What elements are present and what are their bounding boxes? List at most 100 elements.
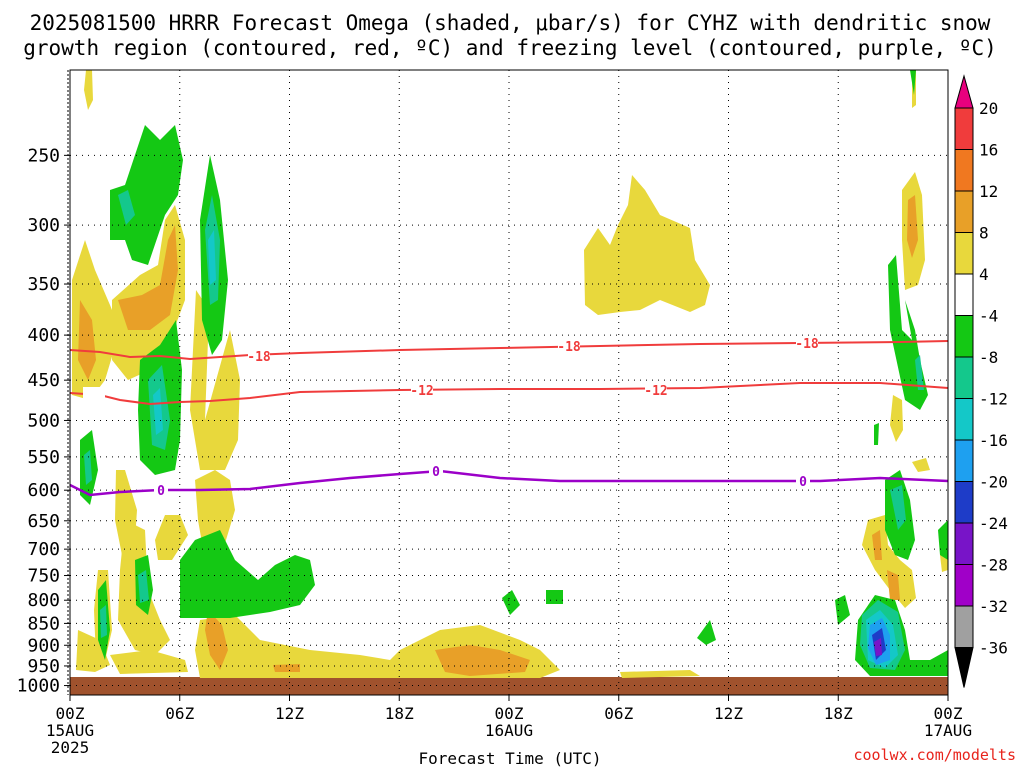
omega-area-moderate-negative <box>890 485 906 530</box>
contour-label: -18 <box>795 337 819 352</box>
omega-area-negative <box>697 620 716 645</box>
colorbar-label: -4 <box>979 307 998 326</box>
credit-text: coolwx.com/modelts <box>853 746 1016 764</box>
x-tick-date-label: 16AUG <box>485 721 533 740</box>
omega-area-moderate-negative <box>100 605 107 638</box>
omega-area-negative <box>910 70 916 95</box>
colorbar-label: 4 <box>979 265 989 284</box>
omega-area-strong-negative <box>153 388 163 435</box>
colorbar-segment <box>954 439 974 482</box>
omega-area-positive <box>584 175 710 315</box>
y-tick-label: 350 <box>27 274 60 295</box>
contour-label-bg <box>796 474 810 488</box>
omega-area-negative <box>938 520 948 560</box>
omega-area-extreme-negative <box>874 638 882 656</box>
y-tick-label: 400 <box>27 325 60 346</box>
y-tick-label: 300 <box>27 215 60 236</box>
omega-area-positive <box>912 458 930 472</box>
x-tick-label: 00Z <box>934 704 963 723</box>
y-tick-label: 650 <box>27 511 60 532</box>
contour-label: -12 <box>644 384 667 399</box>
x-tick-label: 06Z <box>604 704 633 723</box>
colorbar-label: -28 <box>979 556 1008 575</box>
colorbar-label: -36 <box>979 639 1008 658</box>
omega-area-moderate-negative <box>915 355 924 390</box>
colorbar-segment <box>954 522 974 565</box>
x-tick-label: 00Z <box>495 704 524 723</box>
contour-label-bg <box>558 339 580 353</box>
x-axis-label: Forecast Time (UTC) <box>418 749 601 768</box>
colorbar-bottom-arrow <box>954 647 974 688</box>
colorbar-segment <box>954 481 974 524</box>
y-tick-label: 600 <box>27 480 60 501</box>
omega-area-negative <box>546 590 563 604</box>
x-tick-date-label: 15AUG <box>46 721 94 740</box>
colorbar-segment <box>954 273 974 316</box>
chart-title-line-1: 2025081500 HRRR Forecast Omega (shaded, … <box>30 11 991 35</box>
contour-label-bg <box>154 483 168 497</box>
colorbar-label: -24 <box>979 514 1008 533</box>
chart-title-line-2: growth region (contoured, red, ºC) and f… <box>23 36 997 60</box>
x-tick-label: 00Z <box>56 704 85 723</box>
colorbar-label: -16 <box>979 431 1008 450</box>
colorbar-segment <box>954 149 974 192</box>
contour-minus-12 <box>69 382 949 406</box>
contour-freezing-level <box>69 469 949 497</box>
y-tick-label: 900 <box>27 635 60 656</box>
colorbar-label: -8 <box>979 348 998 367</box>
y-tick-label: 450 <box>27 370 60 391</box>
y-tick-label: 750 <box>27 566 60 587</box>
omega-area-positive <box>620 670 700 678</box>
contour-label: 0 <box>432 465 440 480</box>
colorbar-label: -32 <box>979 597 1008 616</box>
omega-area-strong-positive <box>872 530 882 560</box>
colorbar-segment <box>954 398 974 441</box>
omega-area-negative <box>874 423 879 445</box>
x-tick-label: 18Z <box>824 704 853 723</box>
omega-area-moderate-negative <box>118 190 135 225</box>
omega-area-positive <box>84 70 93 110</box>
omega-area-positive <box>76 630 110 672</box>
colorbar-segment <box>954 605 974 648</box>
contour-labels: -18 -18 -18 -12 -12 0 0 0 <box>83 336 819 499</box>
y-tick-label: 250 <box>27 145 60 166</box>
colorbar-label: -20 <box>979 473 1008 492</box>
omega-area-moderate-negative <box>84 450 92 485</box>
omega-area-negative <box>835 595 850 625</box>
y-tick-label: 550 <box>27 447 60 468</box>
contour-label-bg <box>411 383 433 397</box>
colorbar-segment <box>954 107 974 150</box>
omega-area-negative <box>110 125 183 265</box>
colorbar-label: 8 <box>979 224 989 243</box>
omega-area-negative <box>502 590 520 615</box>
y-tick-label: 800 <box>27 590 60 611</box>
colorbar-segment <box>954 190 974 233</box>
y-tick-label: 850 <box>27 613 60 634</box>
omega-area-positive <box>110 650 188 674</box>
omega-area-strong-positive <box>273 664 300 672</box>
omega-area-strong-negative <box>208 230 216 285</box>
contour-label-bg <box>429 464 443 478</box>
colorbar-label: 16 <box>979 141 998 160</box>
omega-area-strong-positive <box>887 570 900 600</box>
x-tick-date-label: 17AUG <box>924 721 972 740</box>
contour-label: -18 <box>557 340 581 355</box>
x-tick-label: 18Z <box>385 704 414 723</box>
omega-area-strong-positive <box>78 300 96 380</box>
omega-area-negative <box>180 530 315 618</box>
y-tick-label: 700 <box>27 539 60 560</box>
x-tick-label: 12Z <box>275 704 304 723</box>
y-tick-label: 1000 <box>17 676 60 697</box>
contour-label-bg <box>645 383 667 397</box>
omega-area-strong-positive <box>907 195 918 258</box>
omega-area-strong-positive <box>118 225 178 330</box>
colorbar-top-arrow <box>954 74 974 109</box>
omega-area-moderate-negative <box>138 570 149 603</box>
colorbar-label: 20 <box>979 99 998 118</box>
contour-label-bg <box>248 349 270 363</box>
contour-label-bg <box>796 336 818 350</box>
x-tick-label: 12Z <box>714 704 743 723</box>
contour-label: -18 <box>247 350 271 365</box>
